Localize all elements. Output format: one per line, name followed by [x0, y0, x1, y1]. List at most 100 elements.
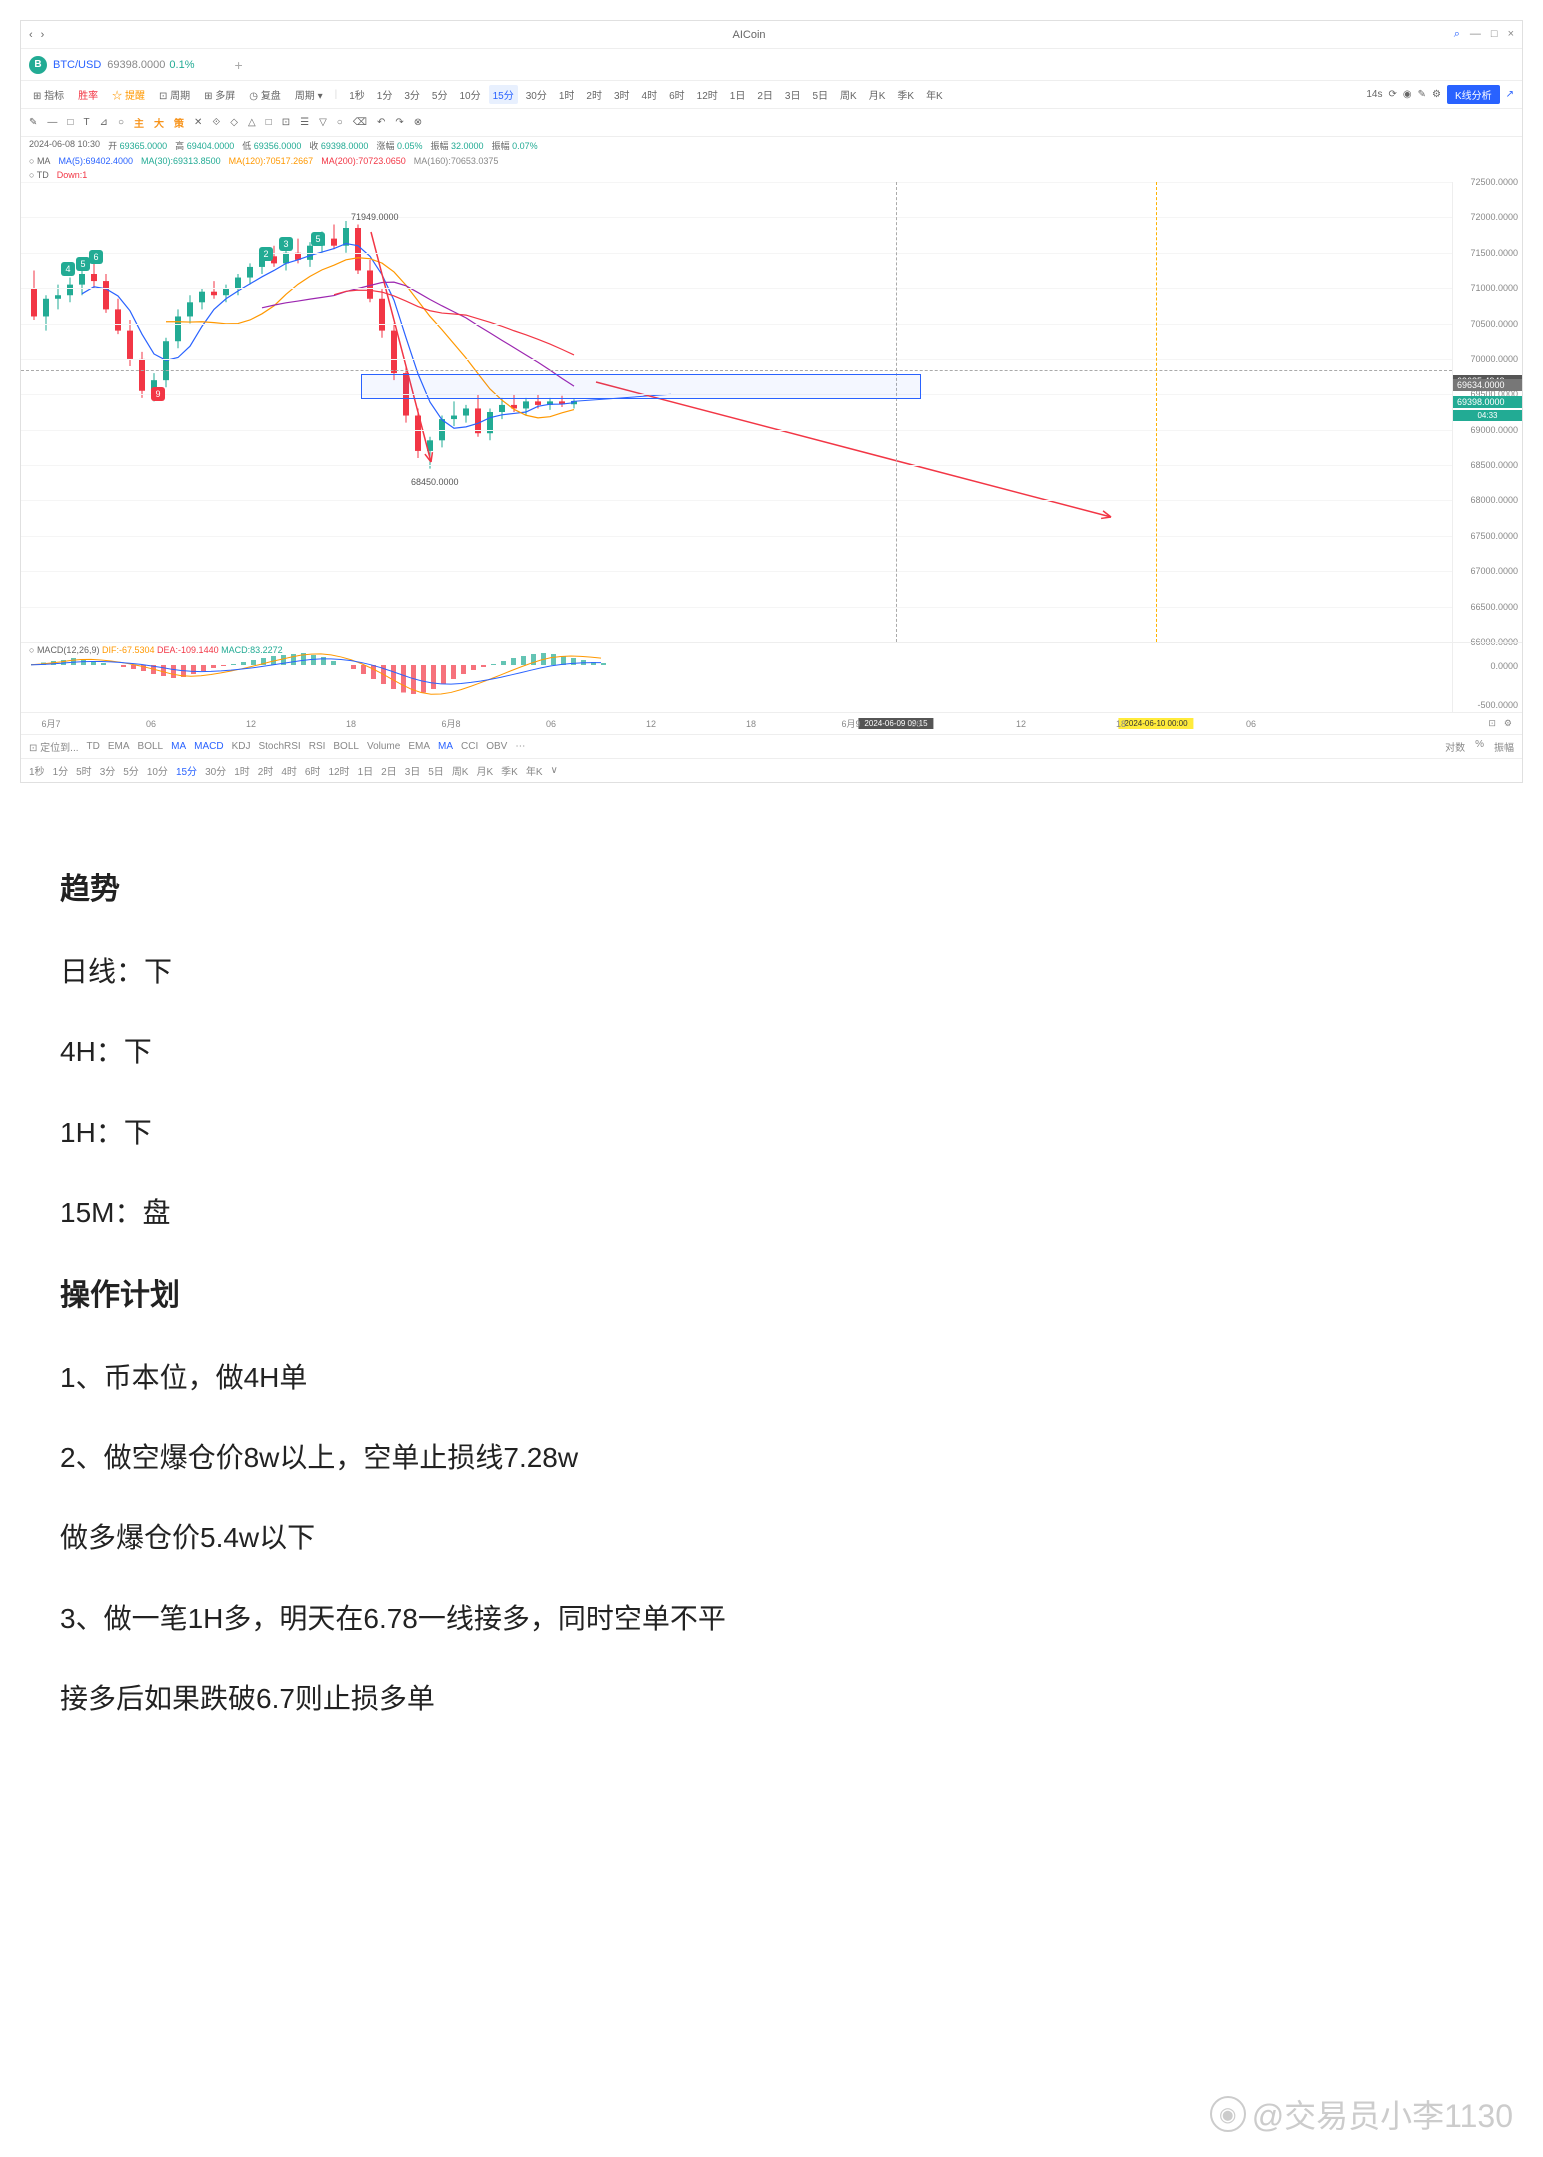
tb-replay[interactable]: ◷ 复盘 [245, 85, 285, 104]
timeframe-5日[interactable]: 5日 [808, 85, 832, 104]
indicator-MACD[interactable]: MACD [194, 741, 223, 752]
indicator-MA[interactable]: MA [438, 741, 453, 752]
indicator-BOLL[interactable]: BOLL [333, 741, 359, 752]
draw-tool-7[interactable]: 大 [154, 115, 164, 130]
draw-tool-17[interactable]: ○ [337, 117, 343, 128]
search-icon[interactable]: ⌕ [1454, 28, 1460, 41]
tf2-2日[interactable]: 2日 [381, 763, 397, 778]
target-icon[interactable]: ◉ [1403, 89, 1412, 100]
draw-tool-9[interactable]: ✕ [194, 117, 202, 128]
draw-tool-11[interactable]: ◇ [230, 117, 238, 128]
timeframe-季K[interactable]: 季K [893, 85, 918, 104]
tf2-15分[interactable]: 15分 [176, 763, 197, 778]
indicator-OBV[interactable]: OBV [486, 741, 507, 752]
timeframe-6时[interactable]: 6时 [665, 85, 689, 104]
timeframe-3分[interactable]: 3分 [400, 85, 424, 104]
timeframe-4时[interactable]: 4时 [638, 85, 662, 104]
close-icon[interactable]: × [1508, 28, 1514, 41]
draw-tool-15[interactable]: ☰ [300, 117, 309, 128]
indicator-EMA[interactable]: EMA [108, 741, 130, 752]
ind-right-对数[interactable]: 对数 [1445, 739, 1465, 754]
chart-main-area[interactable]: 71949.000068450.00004569235 [21, 182, 1452, 642]
ind-right-%[interactable]: % [1475, 739, 1484, 754]
tf2-季K[interactable]: 季K [501, 763, 518, 778]
indicator-more[interactable]: ⋯ [515, 741, 525, 752]
kline-analysis-button[interactable]: K线分析 [1447, 85, 1500, 104]
tf2-30分[interactable]: 30分 [205, 763, 226, 778]
ind-right-振幅[interactable]: 振幅 [1494, 739, 1514, 754]
tf2-5日[interactable]: 5日 [428, 763, 444, 778]
tb-alert[interactable]: ☆ 提醒 [108, 85, 149, 104]
draw-tool-1[interactable]: — [47, 117, 57, 128]
tb-indicator[interactable]: ⊞ 指标 [29, 85, 68, 104]
pen-icon[interactable]: ✎ [1418, 89, 1426, 100]
maximize-icon[interactable]: □ [1491, 28, 1498, 41]
timeframe-5分[interactable]: 5分 [428, 85, 452, 104]
draw-tool-12[interactable]: △ [248, 117, 256, 128]
tf2-1秒[interactable]: 1秒 [29, 763, 45, 778]
indicator-StochRSI[interactable]: StochRSI [258, 741, 300, 752]
timeframe-12时[interactable]: 12时 [693, 85, 722, 104]
symbol-name[interactable]: BTC/USD [53, 59, 101, 71]
tb-winrate[interactable]: 胜率 [74, 85, 102, 104]
timeframe-3时[interactable]: 3时 [610, 85, 634, 104]
tf2-3分[interactable]: 3分 [100, 763, 116, 778]
draw-tool-13[interactable]: □ [266, 117, 272, 128]
share-icon[interactable]: ↗ [1506, 89, 1514, 100]
timeframe-2时[interactable]: 2时 [582, 85, 606, 104]
tf2-12时[interactable]: 12时 [328, 763, 349, 778]
timeframe-1分[interactable]: 1分 [373, 85, 397, 104]
draw-tool-4[interactable]: ⊿ [100, 117, 108, 128]
tf2-4时[interactable]: 4时 [281, 763, 297, 778]
timeframe-15分[interactable]: 15分 [489, 85, 518, 104]
timeframe-1时[interactable]: 1时 [555, 85, 579, 104]
minimize-icon[interactable]: — [1470, 28, 1481, 41]
timeframe-1日[interactable]: 1日 [726, 85, 750, 104]
draw-tool-10[interactable]: ⟐ [212, 117, 220, 128]
xaxis-fit-icon[interactable]: ⊡ [1488, 718, 1496, 729]
timeframe-3日[interactable]: 3日 [781, 85, 805, 104]
tb-cycle[interactable]: 周期 ▾ [291, 85, 327, 104]
tf2-2时[interactable]: 2时 [258, 763, 274, 778]
indicator-EMA[interactable]: EMA [408, 741, 430, 752]
draw-tool-21[interactable]: ⊗ [414, 117, 422, 128]
symbol-badge[interactable]: B [29, 56, 47, 74]
locate-button[interactable]: ⊡ 定位到... [29, 739, 79, 754]
tf2-5时[interactable]: 5时 [76, 763, 92, 778]
draw-tool-6[interactable]: 主 [134, 115, 144, 130]
settings-icon[interactable]: ⚙ [1432, 89, 1441, 100]
tf2-3日[interactable]: 3日 [405, 763, 421, 778]
draw-tool-2[interactable]: □ [67, 117, 73, 128]
indicator-CCI[interactable]: CCI [461, 741, 478, 752]
draw-tool-0[interactable]: ✎ [29, 117, 37, 128]
tf2-1分[interactable]: 1分 [53, 763, 69, 778]
draw-tool-16[interactable]: ▽ [319, 117, 327, 128]
draw-tool-8[interactable]: 策 [174, 115, 184, 130]
draw-tool-20[interactable]: ↷ [395, 117, 403, 128]
support-zone-rect[interactable] [361, 374, 921, 399]
back-icon[interactable]: ‹ [29, 29, 33, 41]
xaxis-settings-icon[interactable]: ⚙ [1504, 718, 1512, 729]
timeframe-2日[interactable]: 2日 [753, 85, 777, 104]
draw-tool-3[interactable]: T [83, 117, 89, 128]
tf2-1日[interactable]: 1日 [358, 763, 374, 778]
draw-tool-5[interactable]: ○ [118, 117, 124, 128]
timeframe-30分[interactable]: 30分 [522, 85, 551, 104]
indicator-RSI[interactable]: RSI [309, 741, 326, 752]
tb-multi[interactable]: ⊞ 多屏 [200, 85, 239, 104]
tf2-1时[interactable]: 1时 [234, 763, 250, 778]
indicator-Volume[interactable]: Volume [367, 741, 400, 752]
timeframe-月K[interactable]: 月K [865, 85, 890, 104]
draw-tool-14[interactable]: ⊡ [282, 117, 290, 128]
tf2-周K[interactable]: 周K [452, 763, 469, 778]
refresh-icon[interactable]: ⟳ [1388, 89, 1396, 100]
add-tab-icon[interactable]: + [234, 57, 242, 73]
timeframe-周K[interactable]: 周K [836, 85, 861, 104]
timeframe-10分[interactable]: 10分 [455, 85, 484, 104]
tf2-5分[interactable]: 5分 [123, 763, 139, 778]
tb-period[interactable]: ⊡ 周期 [155, 85, 194, 104]
tf2-月K[interactable]: 月K [476, 763, 493, 778]
tf2-more[interactable]: ∨ [551, 765, 558, 776]
tf2-年K[interactable]: 年K [526, 763, 543, 778]
chart-body[interactable]: 71949.000068450.00004569235 72500.000072… [21, 182, 1522, 642]
